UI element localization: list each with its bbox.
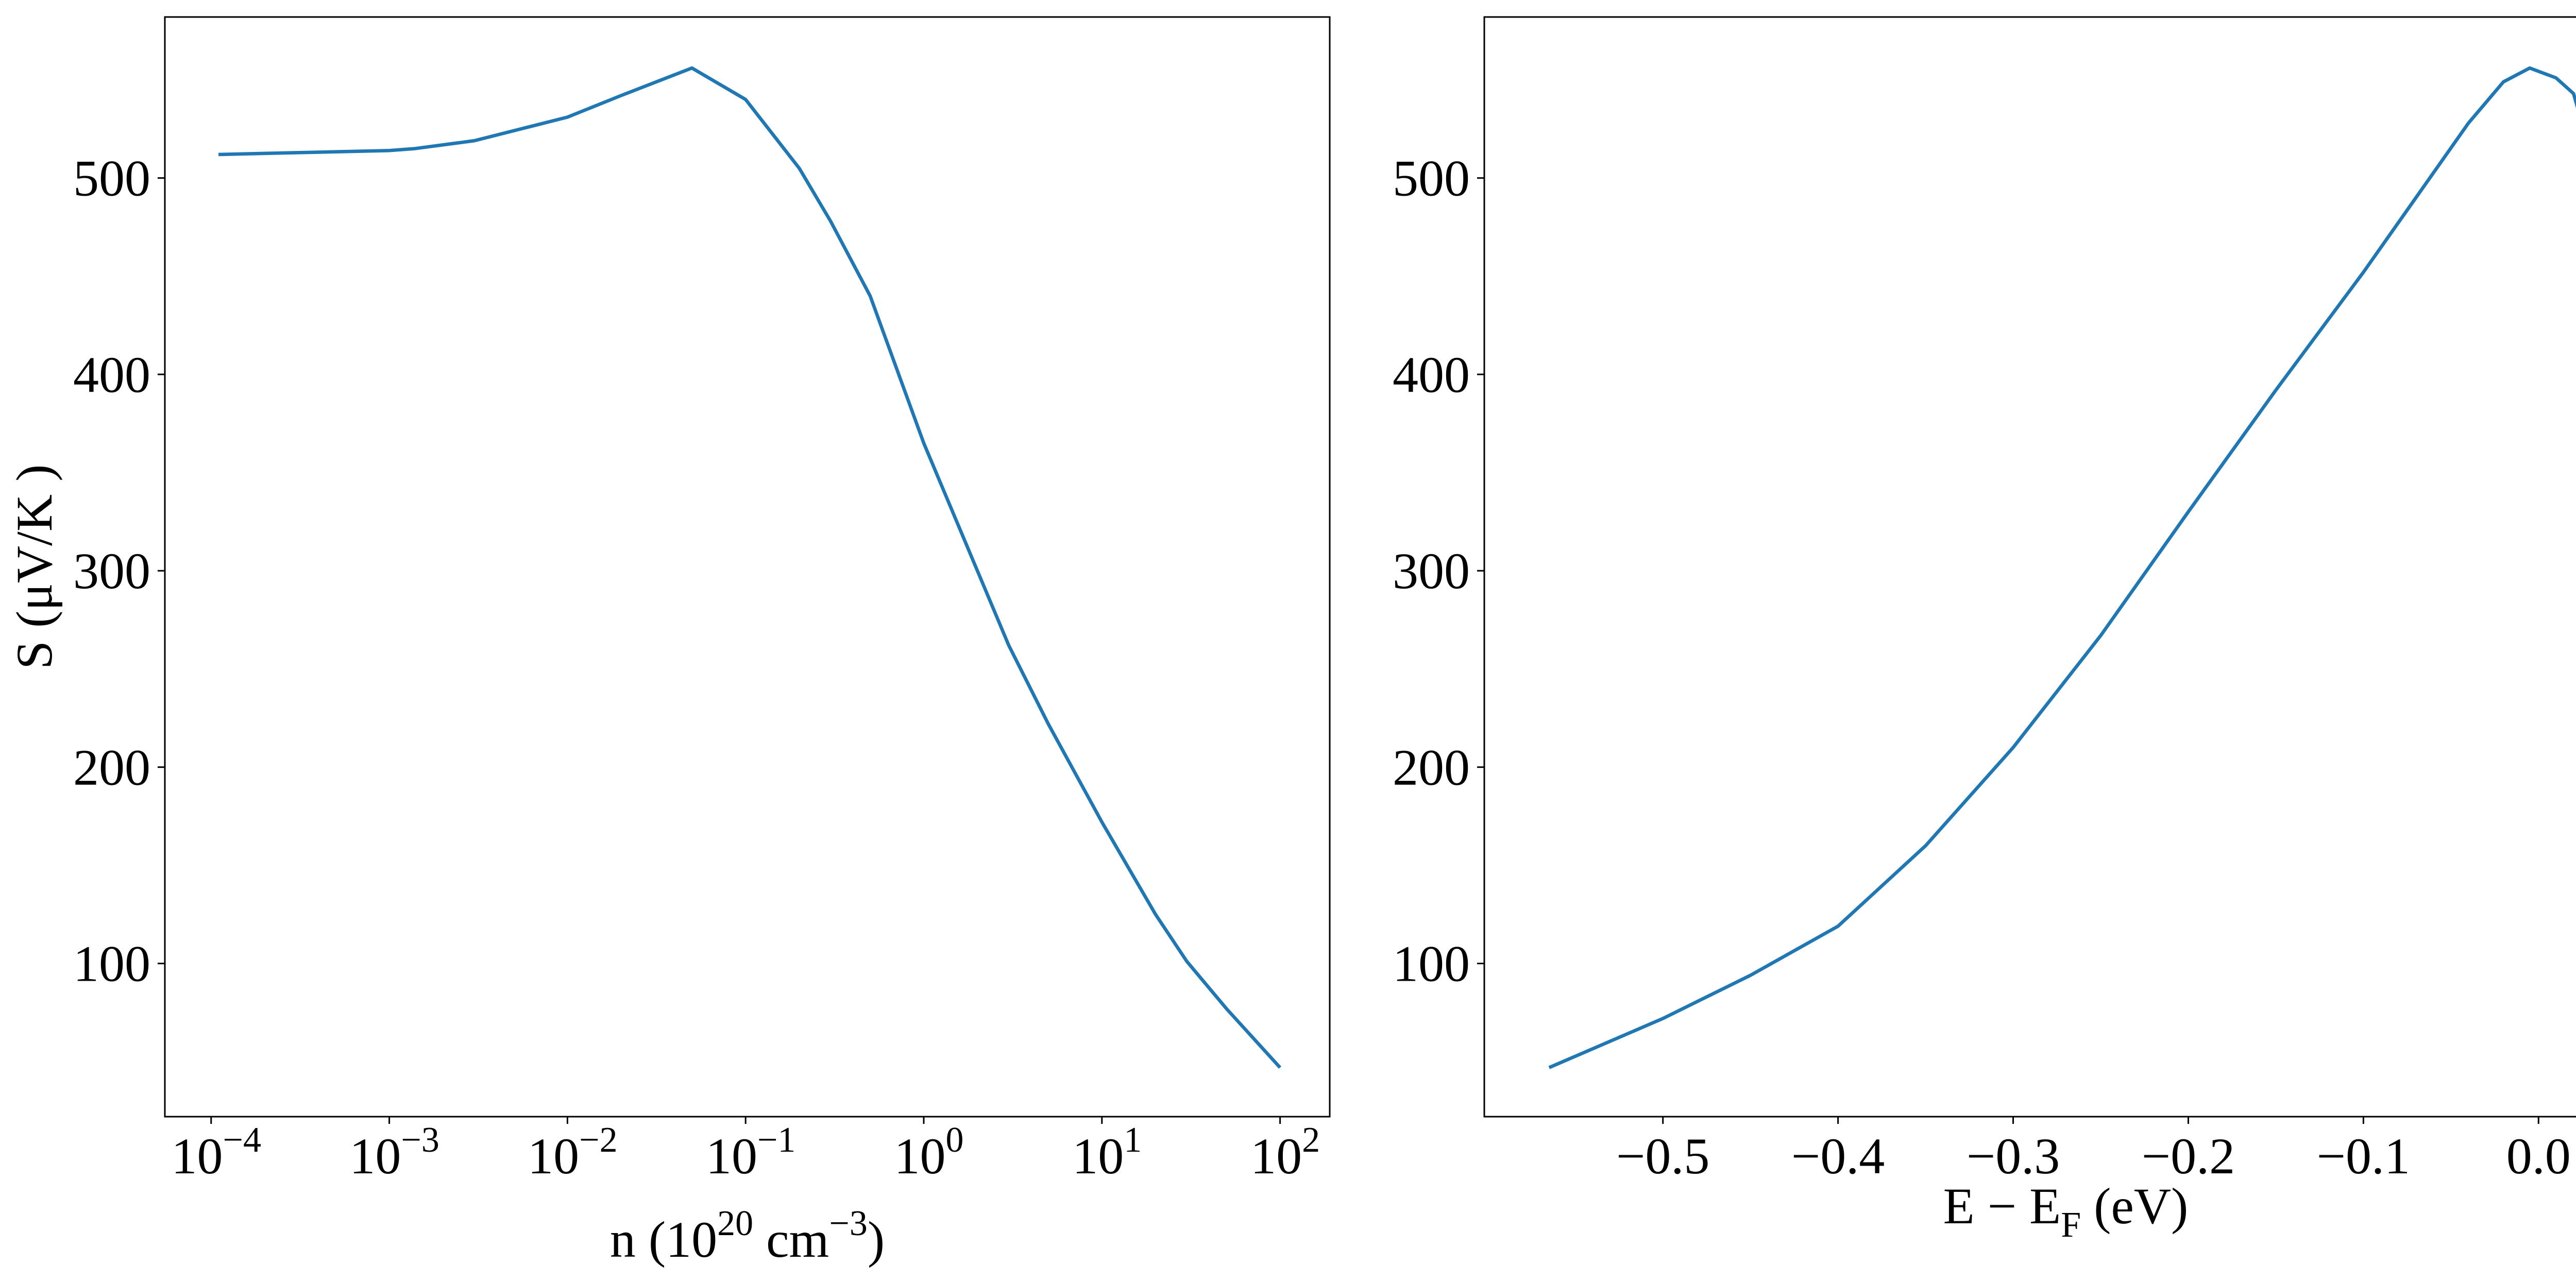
y-tick-label: 300 [1393,542,1470,600]
y-tick-label: 100 [73,935,150,993]
x-tick-label: 10−2 [528,1120,617,1185]
x-tick-label: 0.0 [2506,1127,2571,1185]
label-text: cm [753,1211,829,1268]
plot-frame [164,16,1331,1118]
tick-exponent: 1 [1124,1120,1142,1160]
label-text: E − E [1943,1177,2061,1235]
tick-exponent: −1 [757,1120,795,1160]
x-tick-label: −0.3 [1967,1127,2060,1185]
tick-exponent: −4 [223,1120,261,1160]
y-tick-label: 200 [73,739,150,796]
x-axis-label: E − EF (eV) [1943,1177,2189,1245]
x-tick-label: 10−3 [349,1120,439,1185]
label-script: F [2061,1205,2081,1245]
tick-base: 10 [528,1127,579,1185]
x-tick-label: −0.2 [2142,1127,2235,1185]
tick-exponent: 2 [1302,1120,1320,1160]
tick-base: 10 [706,1127,757,1185]
label-script: −3 [829,1204,867,1243]
x-tick-label: 100 [894,1120,963,1185]
tick-base: 10 [894,1127,945,1185]
y-tick-label: 300 [73,542,150,600]
x-tick-label: 102 [1250,1120,1320,1185]
y-tick-label: 500 [73,150,150,207]
x-tick-label: 101 [1072,1120,1142,1185]
y-tick-label: 200 [1393,739,1470,796]
x-tick-label: 10−1 [706,1120,795,1185]
tick-exponent: −3 [401,1120,439,1160]
tick-exponent: −2 [579,1120,617,1160]
label-text: n (10 [610,1211,717,1268]
x-tick-label: 10−4 [172,1120,261,1185]
tick-base: 10 [1072,1127,1124,1185]
x-axis-label: n (1020 cm−3) [610,1204,885,1268]
label-text: ) [868,1211,885,1268]
y-tick-label: 500 [1393,150,1470,207]
y-tick-label: 400 [73,346,150,403]
tick-base: 10 [349,1127,401,1185]
plot-frame [1483,16,2576,1118]
label-text: (eV) [2081,1177,2188,1235]
tick-base: 10 [172,1127,223,1185]
x-tick-label: −0.1 [2317,1127,2410,1185]
data-line [1548,66,2576,1069]
y-tick-label: 100 [1393,935,1470,993]
y-tick-label: 400 [1393,346,1470,403]
tick-base: 10 [1250,1127,1302,1185]
y-axis-label: S (μV/K ) [6,464,63,669]
x-tick-label: −0.4 [1791,1127,1885,1185]
tick-exponent: 0 [945,1120,963,1160]
data-line [218,66,1282,1069]
label-script: 20 [717,1204,753,1243]
x-tick-label: −0.5 [1616,1127,1709,1185]
